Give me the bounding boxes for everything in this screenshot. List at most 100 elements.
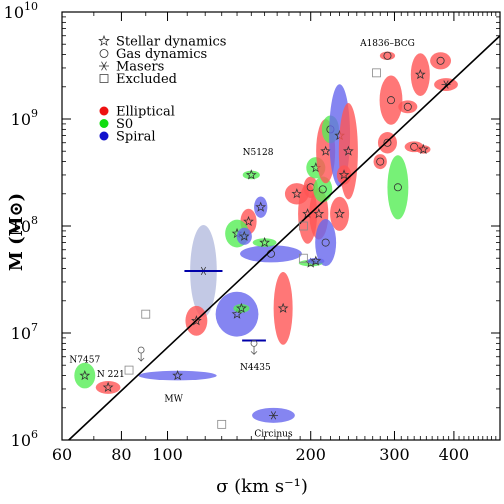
y-axis-title: M (M⊙)	[6, 193, 27, 271]
galaxy-ellipse	[398, 100, 418, 114]
y-tick-label: 107	[11, 321, 38, 343]
galaxy-marker	[191, 315, 202, 326]
galaxy-marker	[259, 236, 270, 248]
galaxy-marker	[383, 138, 392, 147]
annotation-label: Circinus	[254, 429, 293, 439]
galaxy-marker	[320, 145, 332, 156]
galaxy-marker	[238, 230, 250, 241]
galaxy-marker	[79, 369, 91, 381]
legend-method-label: Excluded	[116, 72, 177, 87]
annotation-label: N4435	[240, 363, 271, 373]
legend-method-marker	[99, 61, 109, 71]
legend-type-marker	[99, 131, 109, 141]
annotations-group: A1836–BCG N5128 N7457 N 221 MW N4435 Circinus	[69, 39, 414, 439]
annotation-label: N7457	[69, 356, 100, 366]
legend-type-label: S0	[116, 117, 133, 132]
excluded-marker	[217, 419, 227, 429]
y-tick-label: 109	[11, 107, 38, 129]
galaxy-marker	[268, 411, 278, 420]
legend-type-label: Elliptical	[116, 105, 175, 120]
annotation-label: MW	[164, 394, 183, 404]
galaxy-marker	[321, 238, 330, 247]
galaxy-ellipse	[379, 75, 403, 125]
galaxy-ellipse	[330, 196, 350, 231]
galaxy-ellipse	[336, 165, 352, 185]
galaxy-marker	[334, 208, 345, 219]
galaxy-ellipse	[313, 176, 333, 203]
galaxy-marker	[403, 102, 412, 111]
legend-method-label: Stellar dynamics	[116, 35, 226, 50]
galaxy-marker	[383, 51, 392, 60]
galaxy-ellipse	[379, 51, 396, 61]
legend-type-marker	[99, 119, 109, 128]
excluded-marker	[372, 68, 381, 78]
fit-line	[68, 35, 501, 441]
legend-method-marker	[98, 34, 110, 46]
legend-method-label: Masers	[116, 60, 164, 75]
x-tick-label: 100	[152, 445, 183, 464]
x-tick-label: 400	[439, 445, 470, 464]
galaxy-marker	[236, 302, 247, 313]
galaxy-marker	[291, 188, 303, 199]
galaxy-marker	[243, 215, 254, 227]
x-tick-label: 300	[379, 445, 410, 464]
excluded-marker	[298, 253, 308, 263]
galaxy-ellipse	[138, 370, 217, 381]
galaxy-marker	[436, 56, 445, 65]
galaxy-ellipse	[215, 291, 259, 337]
galaxy-ellipse	[254, 196, 268, 218]
galaxy-marker	[310, 255, 322, 266]
excluded-marker	[298, 221, 308, 231]
galaxy-marker	[231, 308, 243, 319]
galaxy-marker	[338, 169, 350, 180]
galaxy-marker	[255, 201, 267, 212]
x-axis-title: σ (km s⁻¹)	[216, 476, 308, 497]
galaxy-marker	[387, 96, 396, 105]
galaxy-ellipse	[252, 238, 277, 247]
excluded-marker	[124, 365, 134, 375]
legend-method-marker	[99, 74, 109, 83]
legend-method-label: Gas dynamics	[116, 47, 207, 62]
excluded-group	[124, 68, 381, 429]
y-tick-label: 1010	[4, 0, 38, 22]
galaxy-marker	[277, 302, 289, 313]
data-marks	[74, 51, 458, 423]
galaxy-marker	[343, 145, 354, 156]
x-tick-label: 60	[52, 445, 72, 464]
y-tick-label: 106	[11, 428, 38, 450]
galaxy-marker	[376, 157, 385, 166]
galaxy-ellipse	[416, 145, 431, 154]
galaxy-marker	[313, 208, 325, 219]
upper-limit-arrow	[250, 346, 258, 355]
galaxy-ellipse	[236, 227, 252, 245]
annotation-label: N 221	[97, 370, 125, 380]
galaxy-ellipse	[74, 362, 96, 389]
legend-method-marker	[99, 49, 109, 58]
galaxy-marker	[245, 169, 257, 180]
excluded-marker	[141, 309, 151, 319]
galaxy-ellipse	[240, 245, 302, 263]
galaxy-ellipse	[373, 154, 387, 170]
galaxy-ellipse	[387, 155, 409, 220]
galaxy-marker	[318, 185, 327, 194]
fit-line-group	[68, 35, 501, 441]
upper-limit-arrow	[137, 353, 145, 362]
galaxy-marker	[393, 183, 402, 192]
galaxy-ellipse	[410, 53, 430, 96]
galaxy-ellipse	[315, 219, 337, 267]
galaxy-ellipse	[273, 271, 293, 345]
galaxy-marker	[417, 143, 429, 154]
x-tick-label: 200	[295, 445, 326, 464]
galaxy-ellipse	[430, 52, 452, 70]
galaxy-ellipse	[233, 304, 250, 313]
annotation-label: N5128	[243, 148, 274, 158]
galaxy-marker	[414, 68, 426, 80]
axis-ticks: 60 80 100 200 300 400 106 107 108 109 1010	[4, 0, 501, 464]
y-tick-label: 108	[11, 214, 38, 236]
x-tick-label: 80	[111, 445, 131, 464]
legend-type-label: Spiral	[116, 130, 156, 145]
legend-type-marker	[99, 106, 109, 116]
galaxy-marker	[102, 381, 114, 392]
